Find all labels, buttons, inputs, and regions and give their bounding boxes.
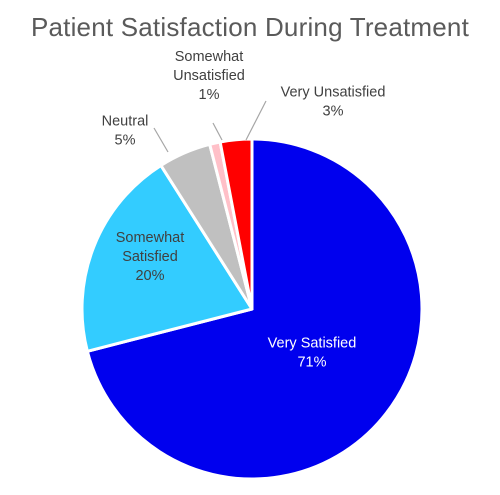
pie-slice-somewhat-satisfied — [80, 163, 254, 353]
data-label-neutral: Neutral 5% — [102, 114, 149, 149]
data-label-value: 1% — [199, 87, 220, 103]
leader-lines — [153, 100, 267, 153]
data-label-somewhat-satisfied: Somewhat Satisfied 20% — [116, 230, 185, 284]
pie-slice-very-satisfied — [85, 137, 424, 481]
pie-slice-very-unsatisfied — [218, 137, 254, 311]
data-label-very-satisfied: Very Satisfied 71% — [268, 336, 357, 371]
data-label-value: 20% — [135, 268, 164, 284]
data-label-category: Somewhat — [175, 49, 244, 65]
leader-line-neutral — [153, 127, 169, 153]
leader-line-somewhat-unsatisfied — [212, 122, 223, 141]
data-labels: Very Satisfied 71% Somewhat Satisfied 20% Neu… — [102, 49, 386, 371]
data-label-value: 71% — [297, 355, 326, 371]
data-label-very-unsatisfied: Very Unsatisfied 3% — [281, 85, 386, 120]
data-label-category: Very Satisfied — [268, 336, 357, 352]
data-label-category: Satisfied — [122, 249, 178, 265]
data-label-category: Unsatisfied — [173, 68, 245, 84]
pie-slices — [80, 137, 424, 481]
data-label-category: Somewhat — [116, 230, 185, 246]
data-label-category: Very Unsatisfied — [281, 85, 386, 101]
data-label-value: 3% — [323, 104, 344, 120]
data-label-somewhat-unsatisfied: Somewhat Unsatisfied 1% — [173, 49, 245, 103]
data-label-category: Neutral — [102, 114, 149, 130]
leader-line-very-unsatisfied — [245, 100, 267, 141]
chart-title: Patient Satisfaction During Treatment — [30, 12, 470, 42]
data-label-value: 5% — [115, 133, 136, 149]
